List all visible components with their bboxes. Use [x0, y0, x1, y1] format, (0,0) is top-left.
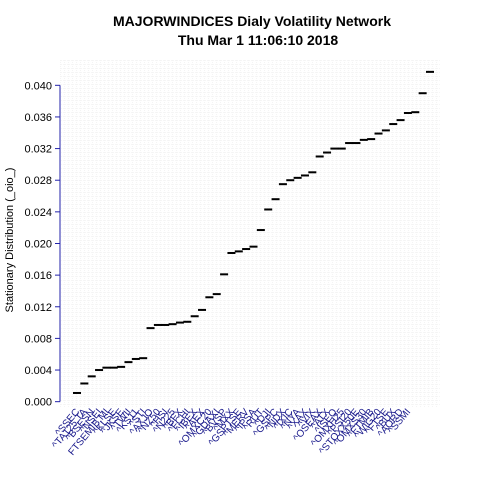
y-tick-label: 0.036 [24, 112, 52, 124]
point [300, 174, 309, 177]
point [168, 323, 177, 326]
point [183, 320, 192, 323]
point [198, 308, 207, 311]
point [80, 382, 89, 385]
point [109, 366, 118, 369]
point [426, 70, 434, 73]
point [389, 123, 398, 126]
grid [60, 60, 440, 408]
point [234, 250, 243, 253]
point [308, 171, 317, 174]
point [359, 138, 368, 141]
point [352, 142, 361, 145]
y-tick-label: 0.004 [24, 365, 52, 377]
chart-title: MAJORWINDICES Dialy Volatility Network [113, 13, 391, 29]
point [374, 132, 383, 135]
point [381, 129, 390, 132]
y-tick-label: 0.008 [24, 333, 52, 345]
point [220, 273, 229, 276]
y-tick-label: 0.012 [24, 302, 52, 314]
point [212, 293, 221, 296]
point [396, 119, 405, 122]
y-tick-label: 0.020 [24, 238, 52, 250]
y-tick-label: 0.000 [24, 397, 52, 409]
point [367, 138, 376, 141]
grid-background [60, 60, 440, 408]
point [117, 365, 126, 368]
point [286, 179, 295, 182]
point [271, 198, 280, 201]
point [139, 357, 148, 360]
point [315, 155, 324, 158]
y-tick-label: 0.024 [24, 207, 52, 219]
point [102, 366, 111, 369]
y-tick-label: 0.028 [24, 175, 52, 187]
point [175, 321, 184, 324]
point [146, 327, 155, 330]
point [411, 111, 420, 114]
y-tick-label: 0.032 [24, 144, 52, 156]
point [249, 245, 258, 248]
point [293, 176, 302, 179]
point [323, 151, 332, 154]
point [337, 147, 346, 150]
point [205, 296, 214, 299]
point [131, 357, 140, 360]
point [418, 92, 427, 95]
point [345, 142, 354, 145]
y-tick-label: 0.016 [24, 270, 52, 282]
point [330, 147, 339, 150]
point [87, 375, 96, 378]
point [278, 183, 287, 186]
point [256, 229, 265, 232]
point [124, 361, 133, 364]
point [227, 251, 236, 254]
chart-subtitle: Thu Mar 1 11:06:10 2018 [178, 32, 339, 48]
point [73, 391, 81, 394]
point [190, 315, 199, 318]
point [161, 323, 170, 326]
point [153, 323, 162, 326]
point [264, 208, 273, 211]
point [242, 248, 251, 251]
y-axis-label: Stationary Distribution (_oio_) [4, 168, 16, 313]
point [95, 369, 104, 372]
point [403, 111, 412, 114]
y-tick-label: 0.040 [24, 80, 52, 92]
